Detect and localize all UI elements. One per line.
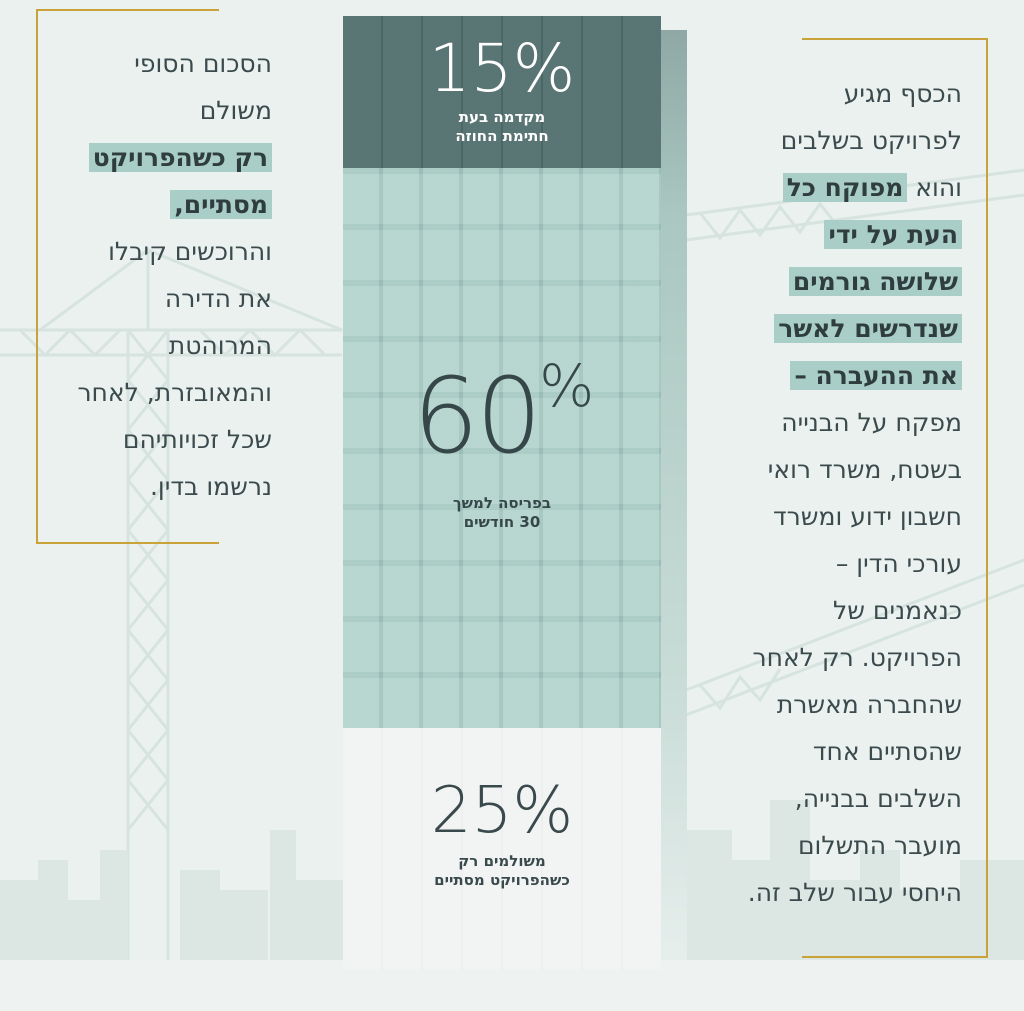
- text-line: את הדירה: [164, 284, 272, 313]
- building-side-face: [661, 30, 687, 960]
- caption-line: מקדמה בעת: [458, 108, 546, 126]
- middle-percent-number: 60: [412, 355, 542, 477]
- segment-top: 15% מקדמה בעת חתימת החוזה: [343, 16, 661, 168]
- text-line: כנאמנים של: [833, 596, 962, 625]
- frame-side-rule: [36, 9, 38, 542]
- top-caption: מקדמה בעת חתימת החוזה: [343, 108, 661, 146]
- bottom-caption: משולמים רק כשהפרויקט מסתיים: [343, 852, 661, 890]
- highlighted-text: שנדרשים לאשר: [774, 314, 962, 343]
- text-line: היחסי עבור שלב זה.: [747, 878, 962, 907]
- middle-caption: בפריסה למשך 30 חודשים: [343, 494, 661, 532]
- text-line: עורכי הדין –: [835, 549, 962, 578]
- text-line: מפקח על הבנייה: [781, 408, 962, 437]
- frame-side-rule: [986, 38, 988, 956]
- text-line: שכל זכויותיהם: [122, 425, 272, 454]
- frame-top-rule: [802, 38, 988, 40]
- text-line: משולם: [199, 96, 272, 125]
- text-line: הסכום הסופי: [134, 49, 272, 78]
- text-line: והמאובזרת, לאחר: [77, 378, 272, 407]
- caption-line: כשהפרויקט מסתיים: [434, 871, 570, 889]
- caption-line: חתימת החוזה: [455, 127, 549, 145]
- right-text-panel: הכסף מגיע לפרויקט בשלבים והוא מפוקח כל ה…: [680, 70, 962, 916]
- highlighted-text: רק כשהפרויקט: [88, 143, 272, 172]
- text-fragment: והוא: [907, 173, 962, 202]
- text-line: והרוכשים קיבלו: [108, 237, 272, 266]
- highlighted-text: את ההעברה –: [790, 361, 962, 390]
- caption-line: בפריסה למשך: [452, 494, 552, 512]
- bottom-percent: 25%: [430, 774, 574, 848]
- text-line: שהחברה מאשרת: [776, 690, 962, 719]
- caption-line: משולמים רק: [458, 852, 546, 870]
- text-line: לפרויקט בשלבים: [780, 126, 962, 155]
- text-line: השלבים בבנייה,: [794, 784, 962, 813]
- highlighted-text: מפוקח כל: [782, 173, 908, 202]
- text-line: שהסתיים אחד: [812, 737, 962, 766]
- text-line: חשבון ידוע ומשרד: [773, 502, 962, 531]
- text-line: הפרויקט. רק לאחר: [752, 643, 962, 672]
- text-line: מועבר התשלום: [797, 831, 962, 860]
- frame-top-rule: [36, 9, 219, 11]
- text-line: נרשמו בדין.: [149, 472, 272, 501]
- frame-bottom-rule: [802, 956, 988, 958]
- top-percent: 15%: [428, 30, 576, 107]
- caption-line: 30 חודשים: [463, 513, 541, 531]
- left-text-panel: הסכום הסופי משולם רק כשהפרויקט מסתיים, ו…: [36, 40, 272, 510]
- middle-percent: 60%: [343, 352, 661, 477]
- highlighted-text: שלושה גורמים: [788, 267, 962, 296]
- text-line: בשטח, משרד רואי: [767, 455, 962, 484]
- segment-bottom: [343, 728, 661, 970]
- text-line: המרוהטת: [168, 331, 272, 360]
- segment-middle: [343, 168, 661, 728]
- payment-building-infographic: 15% מקדמה בעת חתימת החוזה 60% בפריסה למש…: [343, 16, 661, 970]
- highlighted-text: מסתיים,: [170, 190, 272, 219]
- highlighted-text: העת על ידי: [824, 220, 962, 249]
- middle-percent-sign: %: [539, 352, 594, 420]
- text-line: הכסף מגיע: [843, 79, 962, 108]
- frame-bottom-rule: [36, 542, 219, 544]
